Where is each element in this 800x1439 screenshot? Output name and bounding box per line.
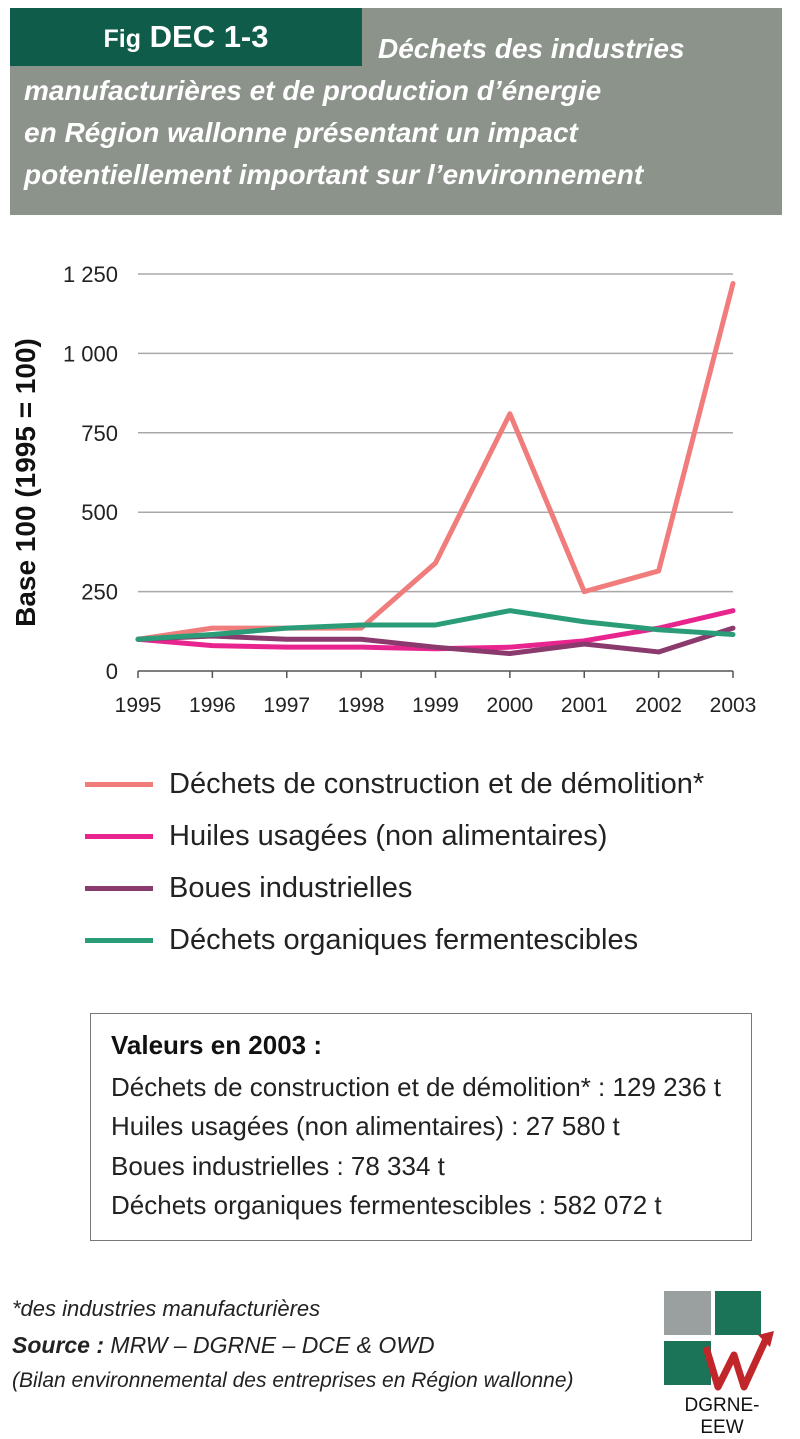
x-tick-label: 1996 (189, 694, 236, 717)
y-tick-label: 1 000 (63, 341, 118, 366)
series-0-point (582, 590, 586, 594)
series-0-point (434, 561, 437, 565)
y-tick-label: 1 250 (63, 262, 118, 287)
values-line-organiques: Déchets organiques fermentescibles : 582… (111, 1190, 662, 1220)
legend-swatch-boues (85, 886, 153, 891)
x-tick-label: 2000 (487, 694, 534, 717)
legend-swatch-organiques (85, 938, 153, 943)
figure-title-line-3: en Région wallonne présentant un impact (24, 117, 578, 148)
series-3-point (136, 637, 140, 641)
series-3-point (359, 623, 363, 627)
logo-square-top-right (715, 1291, 761, 1335)
x-tick-label: 1999 (412, 694, 459, 717)
series-0-point (508, 412, 512, 416)
y-tick-label: 500 (81, 500, 118, 525)
x-tick-label: 1998 (338, 694, 385, 717)
logo-square-gray (664, 1291, 711, 1335)
series-0-point (657, 569, 661, 573)
values-box-title: Valeurs en 2003 : (111, 1030, 323, 1060)
x-tick-label: 2001 (561, 694, 608, 717)
legend-label-boues: Boues industrielles (169, 872, 413, 904)
x-tick-label: 1997 (263, 694, 310, 717)
figure-title-line-4: potentiellement important sur l’environn… (24, 159, 644, 190)
series-2-point (731, 626, 735, 630)
figure-tag-prefix: Fig (103, 25, 142, 53)
figure-tag: Fig DEC 1-3 (10, 8, 362, 66)
series-2-point (359, 637, 363, 641)
x-tick-label: 2002 (635, 694, 682, 717)
series-line-0 (135, 281, 736, 642)
series-1-point (359, 645, 363, 649)
series-2-point (657, 650, 661, 654)
series-3-point (508, 609, 512, 613)
source-text: MRW – DGRNE – DCE & OWD (110, 1332, 435, 1358)
series-2-point (285, 637, 289, 641)
series-2-point (434, 645, 437, 649)
series-3-point (582, 620, 586, 624)
figure-title-line-2: manufacturières et de production d’énerg… (24, 75, 602, 106)
dgrne-eew-logo: DGRNE-EEW (664, 1291, 780, 1438)
logo-text: DGRNE-EEW (684, 1395, 760, 1438)
series-1-point (731, 609, 735, 613)
series-3-point (657, 628, 661, 632)
figure-tag-id: DEC 1-3 (149, 19, 269, 54)
series-0-point (731, 282, 735, 286)
series-1-point (210, 644, 214, 648)
values-2003-box: Valeurs en 2003 : Déchets de constructio… (90, 1013, 752, 1241)
legend-label-construction: Déchets de construction et de démolition… (169, 768, 705, 800)
series-0-point (210, 626, 214, 630)
y-tick-label: 0 (106, 659, 118, 684)
series-3-point (731, 632, 735, 636)
legend-swatch-construction (85, 782, 153, 787)
x-tick-label: 2003 (710, 694, 757, 717)
figure-title-line-1: Déchets des industries (378, 33, 685, 64)
source-label: Source : (12, 1332, 105, 1358)
series-3-point (434, 623, 437, 627)
source-detail: (Bilan environnemental des entreprises e… (12, 1369, 574, 1392)
x-tick-label: 1995 (115, 694, 162, 717)
series-3-point (285, 626, 289, 630)
y-tick-label: 250 (81, 580, 118, 605)
series-1-point (285, 645, 289, 649)
values-line-boues: Boues industrielles : 78 334 t (111, 1151, 445, 1181)
legend-label-organiques: Déchets organiques fermentescibles (169, 924, 639, 956)
series-1-point (508, 645, 512, 649)
footnote: *des industries manufacturières (12, 1296, 321, 1321)
legend-label-huiles: Huiles usagées (non alimentaires) (169, 820, 608, 852)
y-tick-label: 750 (81, 421, 118, 446)
series-2-point (508, 652, 512, 656)
values-line-huiles: Huiles usagées (non alimentaires) : 27 5… (111, 1111, 620, 1141)
logo-w-mark (704, 1331, 774, 1391)
line-chart: 0 250 500 750 1 000 1 250 1995 1996 1997 1998 1999… (10, 262, 757, 717)
series-3-point (210, 632, 214, 636)
series-2-point (582, 642, 586, 646)
values-line-construction: Déchets de construction et de démolition… (111, 1072, 721, 1102)
y-axis-label: Base 100 (1995 = 100) (10, 338, 41, 627)
source-line: Source : MRW – DGRNE – DCE & OWD (12, 1332, 435, 1359)
legend-swatch-huiles (85, 834, 153, 839)
